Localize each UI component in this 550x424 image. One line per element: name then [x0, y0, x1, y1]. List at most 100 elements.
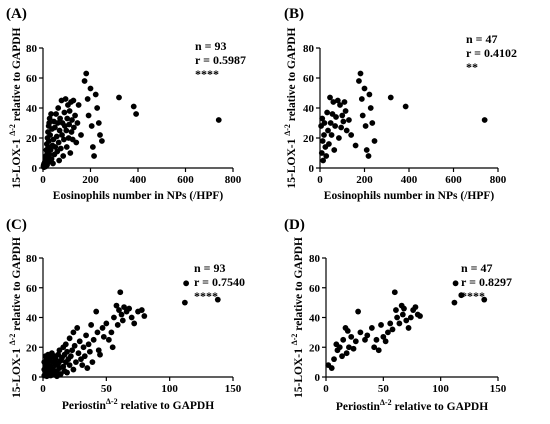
y-tick-label: 80 [26, 253, 38, 265]
data-point [382, 338, 389, 345]
y-axis-title-suffix: relative to GAPDH [293, 237, 305, 334]
stat-line: r = 0.4102 [466, 46, 517, 60]
data-point [346, 344, 352, 351]
x-tick-label: 50 [378, 383, 390, 395]
y-axis-title-suffix: relative to GAPDH [11, 237, 23, 334]
data-point [326, 141, 332, 147]
y-axis-title-superscript: Δ-2 [290, 334, 299, 346]
y-tick-label: 20 [303, 133, 315, 145]
y-axis-title: 15-LOX-1 Δ-2 relative to GAPDH [8, 27, 23, 188]
x-tick-label: 100 [161, 383, 178, 395]
data-point [215, 117, 222, 123]
data-point [80, 344, 87, 351]
data-point [357, 329, 364, 336]
data-point [355, 308, 362, 315]
data-point [121, 304, 127, 310]
data-point [75, 350, 82, 357]
data-point [69, 347, 76, 354]
data-point [357, 70, 364, 77]
data-point [48, 111, 54, 117]
x-axis-title-superscript: Δ-2 [380, 398, 392, 407]
y-axis-title: 15-LOX-1 Δ-2 relative to GAPDH [290, 237, 305, 398]
data-point [362, 336, 368, 343]
data-point [94, 105, 101, 111]
data-point [64, 348, 70, 355]
data-point [97, 351, 103, 358]
stat-line: n = 47 [466, 32, 498, 46]
data-point [214, 296, 221, 303]
data-point [343, 127, 350, 134]
data-point [64, 369, 70, 376]
stat-line: n = 93 [194, 261, 226, 275]
data-point [103, 320, 110, 327]
data-point [63, 144, 70, 150]
data-point [74, 325, 81, 331]
y-tick-label: 80 [309, 253, 321, 265]
y-tick-label: 20 [309, 342, 321, 354]
y-axis-title-text: 15-LOX-1 [11, 345, 23, 398]
stat-line: n = 93 [195, 39, 227, 53]
data-point [325, 127, 331, 134]
y-axis-title-superscript: Δ-2 [283, 124, 292, 136]
data-point [344, 327, 351, 334]
y-tick-label: 60 [26, 283, 38, 295]
data-point [336, 135, 342, 141]
x-tick-label: 600 [445, 174, 462, 186]
data-point [55, 105, 62, 111]
data-point [339, 353, 345, 360]
stat-line: ** [466, 60, 478, 74]
data-point [138, 307, 145, 313]
data-point [46, 151, 53, 158]
data-point [362, 123, 369, 129]
data-point [361, 85, 368, 92]
x-tick-label: 0 [40, 174, 46, 186]
data-point [340, 118, 347, 125]
data-point [81, 353, 88, 360]
data-point [348, 333, 355, 340]
data-point [401, 305, 407, 312]
data-point [319, 115, 326, 122]
data-point [99, 325, 106, 331]
data-point [359, 112, 366, 119]
data-point [46, 138, 52, 144]
data-point [89, 359, 96, 366]
data-point [62, 341, 69, 348]
data-point [368, 325, 375, 331]
data-point [52, 144, 59, 150]
y-tick-label: 40 [26, 313, 38, 325]
y-axis-title-suffix: relative to GAPDH [286, 27, 298, 124]
data-point [70, 124, 77, 131]
data-point [348, 132, 355, 138]
data-point [346, 117, 352, 123]
data-point [391, 289, 398, 296]
data-point [452, 280, 459, 287]
data-point [331, 356, 337, 363]
data-point [117, 289, 124, 296]
data-point [318, 150, 325, 156]
data-point [320, 157, 327, 164]
x-tick-label: 600 [177, 174, 194, 186]
data-point [350, 345, 357, 352]
data-point [73, 139, 80, 146]
data-point [88, 123, 95, 129]
data-point [393, 307, 399, 313]
data-point [402, 103, 409, 110]
data-point [369, 120, 376, 126]
data-point [358, 96, 365, 102]
data-point [451, 299, 458, 306]
data-point [332, 123, 339, 129]
data-point [56, 157, 63, 164]
y-tick-label: 40 [309, 313, 321, 325]
data-point [85, 112, 92, 119]
data-point [57, 115, 63, 122]
data-point [399, 311, 406, 318]
data-point [352, 142, 359, 149]
data-point [365, 153, 372, 159]
y-axis-title: 15-LOX-1 Δ-2 relative to GAPDH [283, 27, 298, 188]
data-point [331, 147, 338, 153]
data-point [114, 322, 121, 328]
data-point [54, 120, 61, 126]
x-axis-title: PeriostinΔ-2 relative to GAPDH [336, 398, 488, 413]
